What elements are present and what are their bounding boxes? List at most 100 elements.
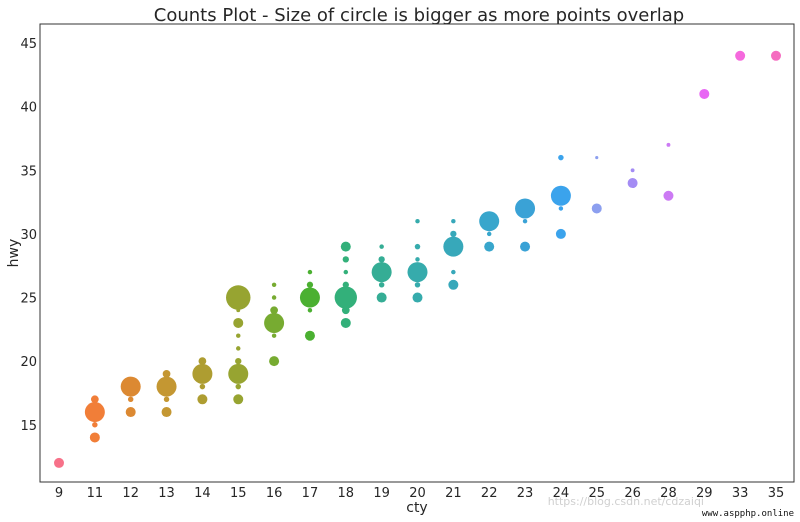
data-point [92,422,98,428]
data-point [484,241,495,252]
data-point [334,286,357,309]
y-tick-label: 20 [20,355,37,370]
data-point [163,396,170,403]
x-tick-label: 9 [55,486,63,501]
y-ticks: 15 20 25 30 35 40 45 [20,37,37,434]
data-point [371,262,392,283]
x-tick-label: 21 [445,486,462,501]
x-tick-label: 14 [194,486,211,501]
data-point [125,407,136,418]
x-tick-label: 35 [768,486,785,501]
data-point [228,363,249,384]
data-point [161,407,172,418]
x-tick-label: 13 [158,486,175,501]
data-point [699,88,710,99]
data-point [591,203,602,214]
data-point [304,330,315,341]
y-tick-label: 40 [20,101,37,116]
x-tick-label: 19 [373,486,390,501]
data-point [340,317,351,328]
data-point [307,269,313,275]
x-tick-label: 24 [553,486,570,501]
y-tick-label: 45 [20,37,37,52]
data-point [520,241,531,252]
x-tick-label: 11 [87,486,104,501]
data-point [235,357,242,365]
y-tick-label: 15 [20,419,37,434]
x-axis-label: cty [406,500,427,516]
data-point [407,262,428,283]
data-point [630,168,635,173]
data-point [595,156,599,160]
data-point [226,285,251,310]
points-layer [54,50,781,468]
data-point [379,244,384,249]
data-point [555,228,566,239]
data-point [415,218,420,224]
data-point [415,257,420,262]
data-point [236,333,241,338]
data-point [197,394,208,405]
data-point [233,394,244,405]
data-point [307,308,313,313]
data-point [236,346,241,351]
data-point [479,211,500,232]
data-point [450,230,457,238]
data-point [558,154,564,161]
plot-frame [39,23,795,483]
data-point [627,178,638,189]
data-point [235,383,241,390]
data-point [54,457,64,468]
x-tick-label: 15 [230,486,247,501]
data-point [162,369,171,378]
data-point [342,281,349,288]
data-point [451,218,456,224]
data-point [378,282,385,288]
data-point [264,312,285,333]
data-point [270,306,278,315]
data-point [515,198,536,219]
data-point [486,231,492,237]
x-tick-label: 26 [624,486,641,501]
data-point [127,396,134,403]
data-point [198,357,207,366]
data-point [299,287,320,308]
x-tick-label: 25 [588,486,605,501]
data-point [376,292,387,303]
data-point [269,356,280,367]
data-point [271,333,277,338]
data-point [271,295,277,300]
x-tick-label: 29 [696,486,713,501]
data-point [233,317,244,328]
data-point [451,269,456,275]
data-point [443,236,464,257]
data-point [414,243,421,250]
x-tick-label: 33 [732,486,749,501]
x-tick-label: 23 [517,486,534,501]
data-point [156,376,177,397]
x-tick-label: 20 [409,486,426,501]
data-point [84,402,105,423]
x-tick-label: 16 [266,486,283,501]
data-point [735,50,746,61]
data-point [199,383,206,390]
x-tick-label: 18 [338,486,355,501]
watermark-faint: https://blog.csdn.net/cdzaiqi [547,495,704,508]
y-tick-label: 30 [20,228,37,243]
x-tick-label: 22 [481,486,498,501]
data-point [306,281,314,288]
data-point [663,190,674,201]
data-point [414,282,421,288]
data-point [120,376,141,397]
data-point [340,241,351,252]
data-point [771,50,781,61]
watermark: www.aspphp.online [701,509,794,519]
y-tick-label: 25 [20,292,37,307]
x-tick-label: 17 [302,486,319,501]
data-point [550,185,571,206]
data-point [666,142,671,147]
x-tick-label: 12 [122,486,139,501]
data-point [343,269,349,275]
data-point [342,256,349,263]
